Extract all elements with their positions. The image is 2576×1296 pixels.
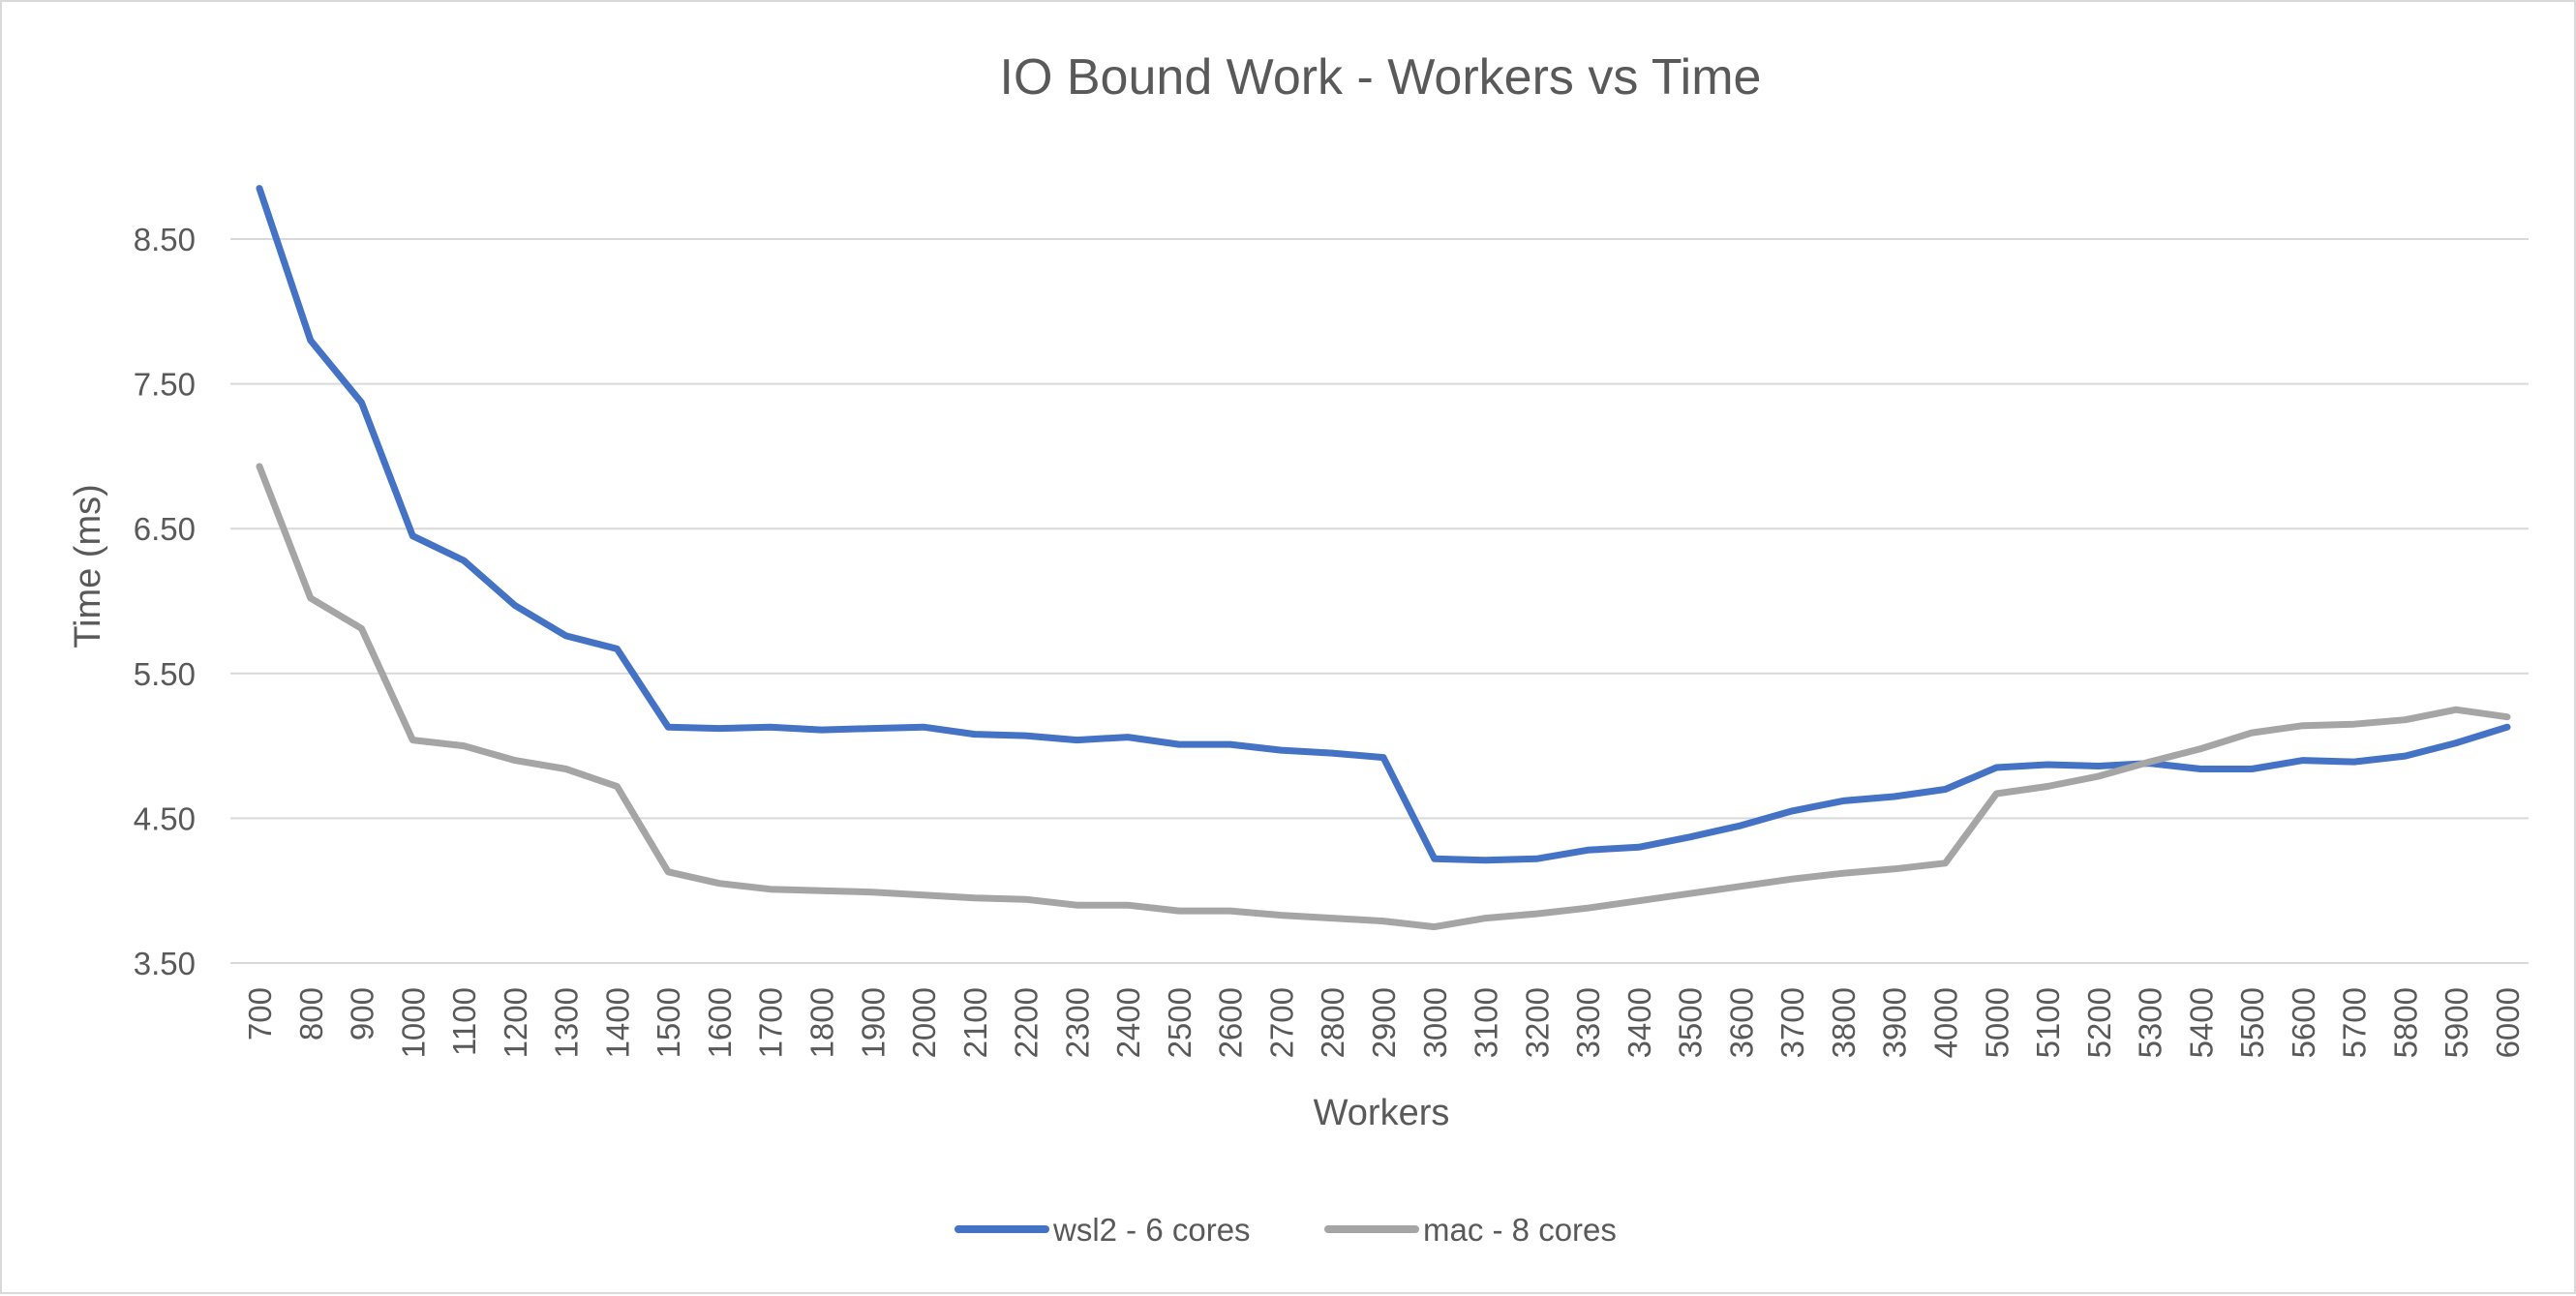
x-tick-label: 1000 [395,987,431,1058]
x-tick-label: 2800 [1315,987,1350,1058]
legend-label-2: mac - 8 cores [1423,1212,1617,1248]
x-tick-label: 2500 [1162,987,1197,1058]
x-tick-label: 3200 [1519,987,1555,1058]
x-tick-label: 3000 [1417,987,1453,1058]
x-tick-label: 900 [345,987,380,1040]
y-tick-label: 6.50 [134,511,196,547]
y-tick-label: 7.50 [134,367,196,403]
x-tick-label: 5600 [2286,987,2321,1058]
x-tick-label: 2700 [1263,987,1299,1058]
y-axis-title: Time (ms) [68,484,108,648]
x-tick-label: 2900 [1366,987,1402,1058]
x-tick-label: 2000 [906,987,942,1058]
x-tick-label: 5500 [2234,987,2270,1058]
x-tick-label: 3300 [1570,987,1606,1058]
x-tick-label: 1600 [702,987,738,1058]
x-tick-label: 4000 [1928,987,1964,1058]
x-tick-label: 1700 [753,987,789,1058]
series-line-2 [256,463,2511,931]
x-tick-label: 3400 [1621,987,1657,1058]
x-tick-label: 5200 [2081,987,2117,1058]
chart-title: IO Bound Work - Workers vs Time [1000,49,1762,105]
y-tick-label: 8.50 [134,222,196,257]
x-tick-label: 700 [242,987,278,1040]
y-tick-label: 5.50 [134,656,196,692]
x-tick-label: 2100 [957,987,993,1058]
x-tick-label: 2300 [1059,987,1095,1058]
x-tick-label: 6000 [2490,987,2526,1058]
gridlines [230,238,2529,964]
x-axis-ticks: 700 800 900 1000 1100 1200 1300 1400 1500 1600 170… [242,987,2526,1058]
legend: wsl2 - 6 cores mac - 8 cores [955,1212,1617,1248]
x-axis-title: Workers [1314,1093,1450,1133]
x-tick-label: 5300 [2133,987,2168,1058]
y-axis-ticks: 3.50 4.50 5.50 6.50 7.50 8.50 [134,222,196,981]
x-tick-label: 5800 [2387,987,2423,1058]
x-tick-label: 1500 [651,987,686,1058]
x-tick-label: 1300 [549,987,585,1058]
x-tick-label: 1900 [855,987,891,1058]
x-tick-label: 800 [293,987,329,1040]
x-tick-label: 1400 [599,987,635,1058]
y-tick-label: 4.50 [134,800,196,836]
x-tick-label: 1800 [804,987,840,1058]
x-tick-label: 3800 [1826,987,1862,1058]
x-tick-label: 5100 [2030,987,2066,1058]
x-tick-label: 2200 [1009,987,1045,1058]
x-tick-label: 2400 [1110,987,1146,1058]
x-tick-label: 3100 [1469,987,1504,1058]
x-tick-label: 1200 [498,987,533,1058]
y-tick-label: 3.50 [134,946,196,981]
legend-label-1: wsl2 - 6 cores [1052,1212,1251,1248]
series-lines [256,185,2511,931]
x-tick-label: 1100 [446,987,482,1056]
x-tick-label: 2600 [1213,987,1249,1058]
x-tick-label: 3900 [1877,987,1913,1058]
x-tick-label: 5000 [1979,987,2015,1058]
x-tick-label: 5700 [2337,987,2373,1058]
x-tick-label: 5900 [2439,987,2474,1058]
x-tick-label: 3700 [1774,987,1810,1058]
x-tick-label: 3600 [1723,987,1759,1058]
x-tick-label: 5400 [2183,987,2219,1058]
x-tick-label: 3500 [1673,987,1709,1058]
